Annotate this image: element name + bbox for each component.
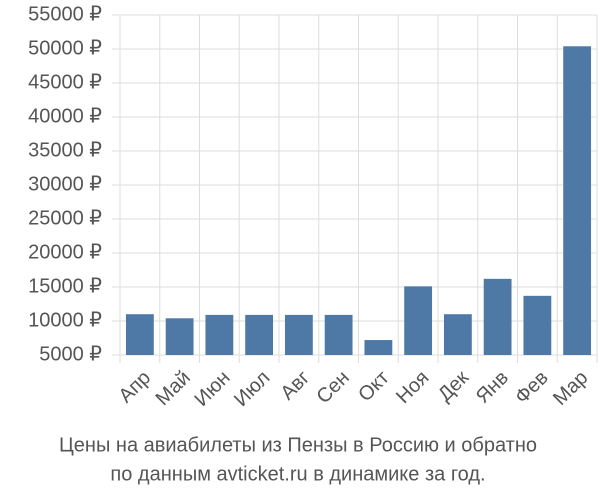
bar [523,295,552,355]
bar [563,46,592,355]
x-tick-label: Фев [511,367,553,409]
bar [483,278,512,355]
y-tick-label: 10000 ₽ [28,309,102,331]
y-tick-label: 25000 ₽ [28,207,102,229]
y-tick-label: 50000 ₽ [28,37,102,59]
x-tick-label: Окт [354,367,393,406]
bar [125,314,154,355]
bar [205,314,234,355]
y-tick-label: 55000 ₽ [28,3,102,25]
bar [404,286,433,355]
y-tick-label: 15000 ₽ [28,275,102,297]
x-tick-label: Апр [115,367,156,408]
bar [364,340,393,355]
x-tick-label: Авг [276,367,314,405]
y-tick-label: 45000 ₽ [28,71,102,93]
x-tick-label: Дек [434,367,473,406]
y-tick-label: 20000 ₽ [28,241,102,263]
bar [324,314,353,355]
bar [245,314,274,355]
x-tick-label: Июл [230,367,274,411]
bar [443,314,472,355]
x-tick-label: Июн [191,367,235,411]
caption-line: по данным avticket.ru в динамике за год. [110,463,485,485]
x-tick-label: Май [152,367,195,410]
x-tick-label: Сен [312,367,353,408]
bar [284,314,313,355]
x-tick-label: Янв [472,367,513,408]
y-tick-label: 30000 ₽ [28,173,102,195]
bar [165,318,194,355]
y-tick-label: 35000 ₽ [28,139,102,161]
y-tick-label: 5000 ₽ [39,343,102,365]
x-tick-label: Ноя [392,367,433,408]
x-tick-label: Мар [549,367,592,410]
y-tick-label: 40000 ₽ [28,105,102,127]
caption-line: Цены на авиабилеты из Пензы в Россию и о… [59,434,537,456]
